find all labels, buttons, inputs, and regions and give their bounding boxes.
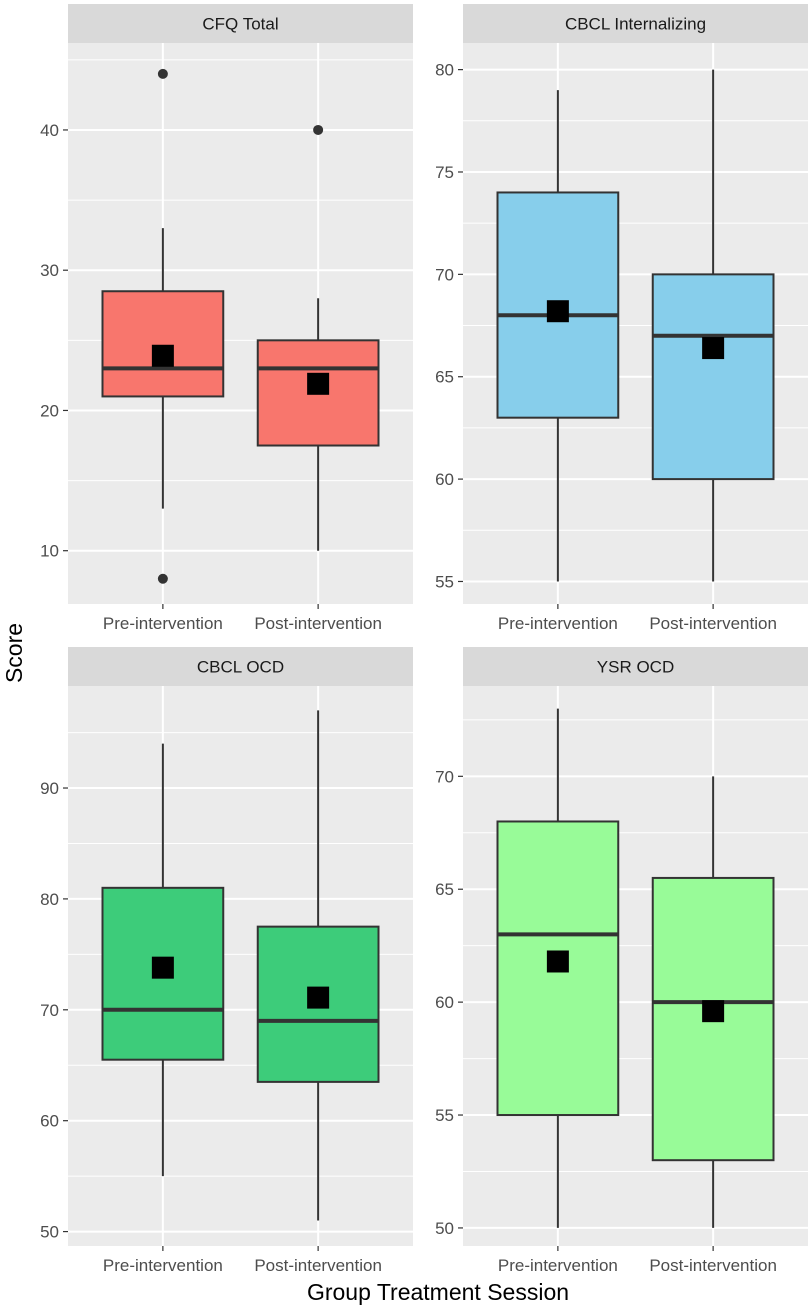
- outlier-point: [157, 68, 168, 79]
- mean-marker: [307, 986, 330, 1009]
- x-tick-label: Post-intervention: [649, 1256, 777, 1275]
- facet-strip: [463, 4, 808, 43]
- outlier-point: [313, 124, 324, 135]
- facet-panel: CFQ Total 10 20 30 40 Pre-intervention Post-in…: [40, 4, 413, 633]
- x-tick-label: Post-intervention: [649, 614, 777, 633]
- facet-panel: CBCL OCD 50 60 70 80 90 Pre-intervention Post-i…: [40, 647, 413, 1275]
- y-tick-label: 55: [435, 572, 454, 591]
- box-iqr: [496, 820, 620, 1117]
- mean-marker: [546, 950, 569, 973]
- y-tick-label: 80: [40, 890, 59, 909]
- facet-title: CBCL OCD: [197, 658, 284, 677]
- y-tick-label: 70: [40, 1001, 59, 1020]
- y-tick-label: 30: [40, 261, 59, 280]
- facet-title: CFQ Total: [202, 15, 278, 34]
- facet-strip: [68, 647, 413, 686]
- mean-marker: [546, 300, 569, 323]
- mean-marker: [151, 956, 174, 979]
- facet-panel: YSR OCD 50 55 60 65 70 Pre-intervention Post-in…: [435, 647, 808, 1275]
- facet-title: CBCL Internalizing: [565, 15, 706, 34]
- box-iqr: [651, 273, 775, 481]
- y-axis-title: Score: [1, 623, 27, 683]
- y-tick-label: 40: [40, 121, 59, 140]
- y-tick-label: 65: [435, 368, 454, 387]
- facet-strip: [68, 4, 413, 43]
- y-tick-label: 75: [435, 163, 454, 182]
- y-tick-label: 70: [435, 265, 454, 284]
- y-tick-label: 90: [40, 779, 59, 798]
- mean-marker: [307, 372, 330, 395]
- y-tick-label: 60: [435, 470, 454, 489]
- y-tick-label: 70: [435, 767, 454, 786]
- mean-marker: [702, 337, 725, 360]
- x-tick-label: Pre-intervention: [498, 1256, 618, 1275]
- y-tick-label: 60: [40, 1112, 59, 1131]
- x-tick-label: Post-intervention: [254, 1256, 382, 1275]
- mean-marker: [151, 344, 174, 367]
- x-tick-label: Pre-intervention: [103, 1256, 223, 1275]
- y-tick-label: 80: [435, 61, 454, 80]
- x-tick-label: Post-intervention: [254, 614, 382, 633]
- y-tick-label: 60: [435, 993, 454, 1012]
- y-tick-label: 10: [40, 542, 59, 561]
- x-axis-title: Group Treatment Session: [307, 1279, 569, 1305]
- y-tick-label: 50: [40, 1223, 59, 1242]
- facet-panels: CFQ Total 10 20 30 40 Pre-intervention Post-in…: [40, 4, 808, 1275]
- outlier-point: [157, 573, 168, 584]
- y-tick-label: 55: [435, 1106, 454, 1125]
- facet-title: YSR OCD: [597, 658, 674, 677]
- y-tick-label: 50: [435, 1219, 454, 1238]
- x-tick-label: Pre-intervention: [498, 614, 618, 633]
- facet-panel: CBCL Internalizing 55 60 65 70 75 80 Pre-interv…: [435, 4, 808, 633]
- facet-strip: [463, 647, 808, 686]
- y-tick-label: 20: [40, 401, 59, 420]
- mean-marker: [702, 1000, 725, 1023]
- x-tick-label: Pre-intervention: [103, 614, 223, 633]
- y-tick-label: 65: [435, 880, 454, 899]
- box-iqr: [101, 290, 225, 398]
